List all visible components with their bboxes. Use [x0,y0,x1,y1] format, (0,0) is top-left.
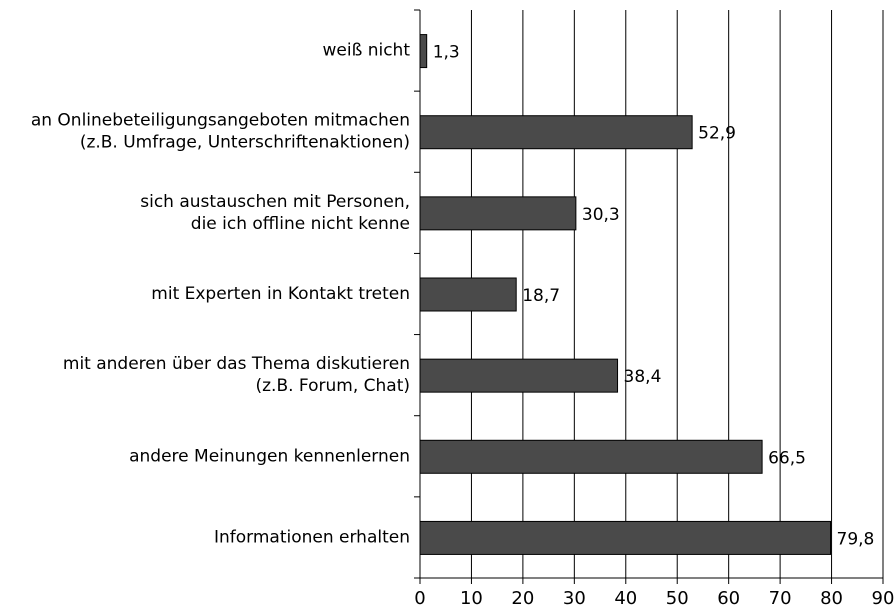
x-tick-label: 50 [666,588,689,608]
x-tick-label: 70 [769,588,792,608]
y-tick-label: Informationen erhalten [214,527,410,547]
x-tick-label: 40 [614,588,637,608]
bar [419,439,763,474]
y-tick-label: weiß nicht [323,41,411,61]
x-tick-label: 60 [717,588,740,608]
x-tick-label: 80 [820,588,843,608]
x-tick-label: 10 [460,588,483,608]
value-label: 66,5 [768,448,806,468]
y-tick-label: an Onlinebeteiligungsangeboten mitmachen… [31,111,410,153]
value-label: 1,3 [433,43,460,63]
bar [419,520,832,555]
bar [419,196,577,231]
bar [419,34,428,69]
bar [419,358,619,393]
x-tick-label: 0 [414,588,425,608]
value-label: 18,7 [522,286,560,306]
y-tick-label: andere Meinungen kennenlernen [129,446,410,466]
value-label: 30,3 [582,205,620,225]
value-label: 79,8 [837,529,875,549]
bar [419,115,693,150]
bar [419,277,517,312]
x-tick-label: 30 [563,588,586,608]
y-tick-label: sich austauschen mit Personen, die ich of… [140,192,410,234]
x-tick-label: 90 [872,588,895,608]
value-label: 52,9 [698,124,736,144]
y-tick-label: mit Experten in Kontakt treten [151,284,410,304]
value-label: 38,4 [624,367,662,387]
y-tick-label: mit anderen über das Thema diskutieren (z… [63,354,410,396]
x-tick-label: 20 [511,588,534,608]
